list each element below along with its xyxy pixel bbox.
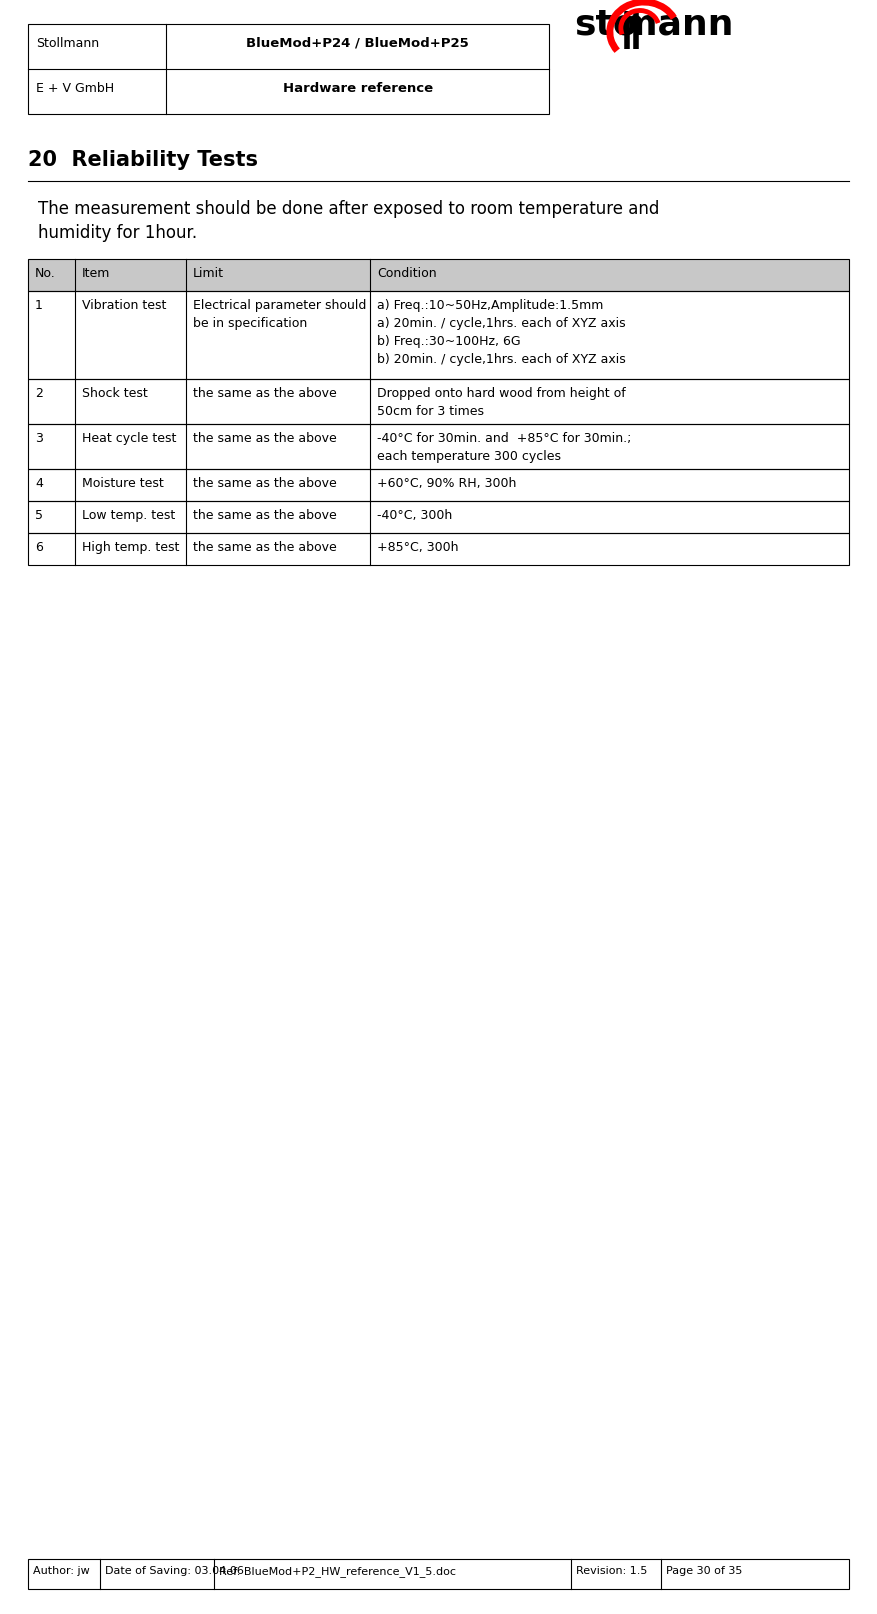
Text: 3: 3 <box>35 431 43 445</box>
Text: 20  Reliability Tests: 20 Reliability Tests <box>28 150 258 169</box>
Text: 1: 1 <box>35 299 43 312</box>
Text: sto: sto <box>574 8 638 42</box>
Text: the same as the above: the same as the above <box>193 508 337 521</box>
Text: Low temp. test: Low temp. test <box>82 508 175 521</box>
Bar <box>28 260 849 292</box>
Bar <box>28 502 849 534</box>
Bar <box>28 534 849 565</box>
Text: E + V GmbH: E + V GmbH <box>36 82 114 95</box>
Text: Revision: 1.5: Revision: 1.5 <box>575 1566 647 1575</box>
Text: 6: 6 <box>35 541 43 554</box>
Text: 5: 5 <box>35 508 43 521</box>
Text: Item: Item <box>82 266 111 279</box>
Text: Shock test: Shock test <box>82 387 147 400</box>
Text: +60°C, 90% RH, 300h: +60°C, 90% RH, 300h <box>377 476 517 489</box>
Text: Ref: BlueMod+P2_HW_reference_V1_5.doc: Ref: BlueMod+P2_HW_reference_V1_5.doc <box>218 1566 455 1575</box>
Text: -40°C, 300h: -40°C, 300h <box>377 508 453 521</box>
Text: a) Freq.:10~50Hz,Amplitude:1.5mm
a) 20min. / cycle,1hrs. each of XYZ axis
b) Fre: a) Freq.:10~50Hz,Amplitude:1.5mm a) 20mi… <box>377 299 626 366</box>
Text: the same as the above: the same as the above <box>193 387 337 400</box>
Text: Moisture test: Moisture test <box>82 476 163 489</box>
Text: Heat cycle test: Heat cycle test <box>82 431 176 445</box>
Text: the same as the above: the same as the above <box>193 541 337 554</box>
Text: Dropped onto hard wood from height of
50cm for 3 times: Dropped onto hard wood from height of 50… <box>377 387 626 418</box>
Text: 2: 2 <box>35 387 43 400</box>
Text: Vibration test: Vibration test <box>82 299 166 312</box>
Text: High temp. test: High temp. test <box>82 541 179 554</box>
Text: Limit: Limit <box>193 266 224 279</box>
Text: the same as the above: the same as the above <box>193 476 337 489</box>
Text: The measurement should be done after exposed to room temperature and
humidity fo: The measurement should be done after exp… <box>38 200 660 242</box>
Bar <box>28 24 549 115</box>
Text: BlueMod+P24 / BlueMod+P25: BlueMod+P24 / BlueMod+P25 <box>246 37 469 50</box>
Bar <box>28 379 849 424</box>
Bar <box>28 424 849 470</box>
Text: the same as the above: the same as the above <box>193 431 337 445</box>
Text: Date of Saving: 03.04.06: Date of Saving: 03.04.06 <box>105 1566 244 1575</box>
Text: mann: mann <box>620 8 734 42</box>
Text: No.: No. <box>35 266 56 279</box>
Bar <box>28 292 849 379</box>
Text: Page 30 of 35: Page 30 of 35 <box>666 1566 742 1575</box>
Text: 4: 4 <box>35 476 43 489</box>
Text: Electrical parameter should
be in specification: Electrical parameter should be in specif… <box>193 299 366 329</box>
Text: +85°C, 300h: +85°C, 300h <box>377 541 459 554</box>
Text: Condition: Condition <box>377 266 437 279</box>
Text: -40°C for 30min. and  +85°C for 30min.;
each temperature 300 cycles: -40°C for 30min. and +85°C for 30min.; e… <box>377 431 631 463</box>
Text: Author: jw: Author: jw <box>33 1566 89 1575</box>
Bar <box>28 470 849 502</box>
Bar <box>28 1559 849 1590</box>
Text: Stollmann: Stollmann <box>36 37 99 50</box>
Text: Hardware reference: Hardware reference <box>282 82 433 95</box>
